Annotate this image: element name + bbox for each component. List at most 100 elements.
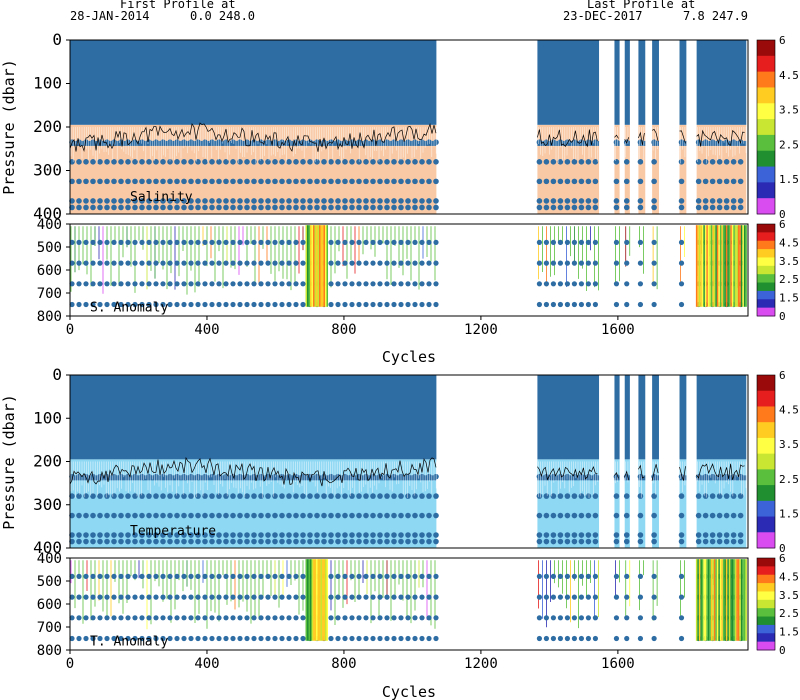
level-dot xyxy=(543,204,550,211)
level-dot xyxy=(613,260,620,266)
level-dot xyxy=(139,615,145,621)
level-dot xyxy=(146,281,152,287)
level-dot xyxy=(125,594,131,600)
level-dot xyxy=(251,239,257,245)
level-dot xyxy=(557,538,564,545)
level-dot xyxy=(695,538,702,545)
colorbar-swatch xyxy=(757,150,775,168)
level-dot xyxy=(153,204,159,211)
x-tick-label: 1600 xyxy=(601,656,635,672)
level-dot xyxy=(174,178,180,185)
level-dot xyxy=(564,473,571,480)
level-dot xyxy=(111,493,117,499)
level-dot xyxy=(76,635,82,642)
level-dot xyxy=(571,635,578,642)
level-dot xyxy=(69,178,75,185)
level-dot xyxy=(258,198,264,204)
level-dot xyxy=(637,239,644,245)
level-dot xyxy=(695,493,702,499)
level-dot xyxy=(202,573,208,580)
level-dot xyxy=(536,204,543,211)
level-dot xyxy=(90,204,96,211)
level-dot xyxy=(637,260,644,266)
level-dot xyxy=(328,239,334,245)
level-dot xyxy=(335,512,341,519)
level-dot xyxy=(578,635,585,642)
level-dot xyxy=(230,512,236,519)
level-dot xyxy=(237,573,243,580)
level-dot xyxy=(377,594,383,600)
level-dot xyxy=(307,538,313,545)
level-dot xyxy=(585,281,592,287)
level-dot xyxy=(419,635,425,642)
level-dot xyxy=(230,594,236,600)
level-dot xyxy=(181,178,187,185)
level-dot xyxy=(426,159,432,165)
first-profile-label: First Profile at xyxy=(120,0,236,11)
level-dot xyxy=(118,532,124,538)
level-dot xyxy=(613,301,620,308)
level-dot xyxy=(202,301,208,308)
level-dot xyxy=(391,635,397,642)
level-dot xyxy=(223,178,229,185)
level-dot xyxy=(160,139,166,146)
level-dot xyxy=(125,532,131,538)
level-dot xyxy=(723,204,730,211)
level-dot xyxy=(651,512,657,519)
colorbar-swatch xyxy=(757,616,775,626)
level-dot xyxy=(202,635,208,642)
mean-trace xyxy=(696,129,745,147)
level-dot xyxy=(398,512,404,519)
level-dot xyxy=(419,512,425,519)
level-dot xyxy=(543,159,550,165)
level-dot xyxy=(550,239,557,245)
level-dot xyxy=(564,159,571,165)
level-dot xyxy=(146,538,152,545)
mean-trace xyxy=(679,130,686,144)
level-dot xyxy=(592,532,599,538)
level-dot xyxy=(272,198,278,204)
level-dot xyxy=(426,594,432,600)
level-dot xyxy=(678,204,685,211)
level-dot xyxy=(181,615,187,621)
y-tick-label: 400 xyxy=(33,204,62,223)
level-dot xyxy=(426,204,432,211)
level-dot xyxy=(564,538,571,545)
level-dot xyxy=(251,538,257,545)
level-dot xyxy=(377,204,383,211)
level-dot xyxy=(111,204,117,211)
level-dot xyxy=(83,493,89,499)
level-dot xyxy=(181,635,187,642)
level-dot xyxy=(132,538,138,545)
x-tick-label: 800 xyxy=(331,322,356,338)
level-dot xyxy=(384,301,390,308)
level-dot xyxy=(592,198,599,204)
level-dot xyxy=(536,198,543,204)
level-dot xyxy=(188,260,194,266)
level-dot xyxy=(564,178,571,185)
level-dot xyxy=(678,538,685,545)
level-dot xyxy=(90,493,96,499)
level-dot xyxy=(571,615,578,621)
level-dot xyxy=(543,538,550,545)
level-dot xyxy=(550,159,557,165)
level-dot xyxy=(160,198,166,204)
level-dot xyxy=(571,573,578,580)
level-dot xyxy=(307,198,313,204)
level-dot xyxy=(709,473,716,480)
level-dot xyxy=(384,198,390,204)
level-dot xyxy=(433,573,439,580)
level-dot xyxy=(216,615,222,621)
level-dot xyxy=(118,512,124,519)
level-dot xyxy=(146,204,152,211)
level-dot xyxy=(76,260,82,266)
level-dot xyxy=(279,615,285,621)
level-dot xyxy=(153,239,159,245)
level-dot xyxy=(536,532,543,538)
level-dot xyxy=(342,198,348,204)
level-dot xyxy=(585,260,592,266)
level-dot xyxy=(153,594,159,600)
y-tick-label: 100 xyxy=(33,74,62,93)
level-dot xyxy=(286,594,292,600)
level-dot xyxy=(363,260,369,266)
